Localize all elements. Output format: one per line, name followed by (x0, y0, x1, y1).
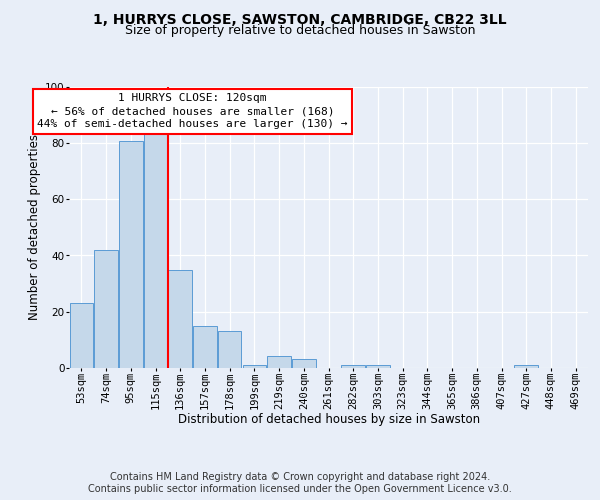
Bar (268, 356, 291, 368)
Text: Size of property relative to detached houses in Sawston: Size of property relative to detached ho… (125, 24, 475, 37)
Text: 1 HURRYS CLOSE: 120sqm
← 56% of detached houses are smaller (168)
44% of semi-de: 1 HURRYS CLOSE: 120sqm ← 56% of detached… (37, 93, 348, 130)
Bar (144, 130, 167, 368)
Bar (94, 250, 118, 368)
Bar (119, 140, 143, 368)
Bar (193, 326, 217, 368)
Text: Contains HM Land Registry data © Crown copyright and database right 2024.
Contai: Contains HM Land Registry data © Crown c… (88, 472, 512, 494)
Bar (169, 270, 192, 368)
Y-axis label: Number of detached properties: Number of detached properties (28, 134, 41, 320)
Bar (292, 359, 316, 368)
Text: 1, HURRYS CLOSE, SAWSTON, CAMBRIDGE, CB22 3LL: 1, HURRYS CLOSE, SAWSTON, CAMBRIDGE, CB2… (93, 12, 507, 26)
Bar (366, 364, 389, 368)
Bar (218, 331, 241, 368)
Bar (70, 303, 93, 368)
Bar (341, 364, 365, 368)
Bar (242, 364, 266, 368)
Text: Distribution of detached houses by size in Sawston: Distribution of detached houses by size … (178, 412, 480, 426)
Bar (514, 364, 538, 368)
